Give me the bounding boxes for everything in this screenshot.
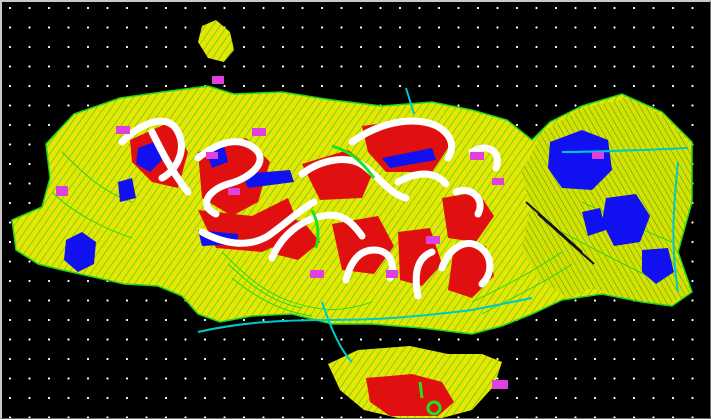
water-pond-2 <box>136 142 162 172</box>
tag[interactable] <box>386 270 398 278</box>
water-lake-east-3 <box>582 208 606 236</box>
tag[interactable] <box>56 186 68 196</box>
water-lake-east-4 <box>642 248 674 284</box>
water-channel-1 <box>242 170 294 188</box>
road-connector <box>321 301 353 363</box>
water-lake-east-2 <box>602 194 650 246</box>
tag[interactable] <box>310 270 324 278</box>
water-channel-3 <box>382 148 436 168</box>
plot-boundaries <box>118 117 501 300</box>
tag[interactable] <box>206 152 218 159</box>
road-east-vertical <box>672 161 679 293</box>
tag[interactable] <box>116 126 130 134</box>
cut-zone-7 <box>332 216 394 274</box>
water-pond-4 <box>118 178 136 202</box>
cut-zone-south <box>366 374 454 416</box>
tag[interactable] <box>426 236 440 244</box>
drainage-lines <box>525 201 595 265</box>
green-accents <box>310 144 442 416</box>
water-lake-east <box>548 130 612 190</box>
tag[interactable] <box>470 152 484 160</box>
water-pond-west <box>64 232 96 272</box>
road-east <box>561 147 689 153</box>
tag[interactable] <box>212 76 224 84</box>
terrain-north-island <box>198 20 234 62</box>
tag[interactable] <box>592 152 604 159</box>
annotation-tags <box>56 76 604 389</box>
road-north <box>405 87 415 115</box>
tag[interactable] <box>492 380 508 389</box>
tag[interactable] <box>492 178 504 185</box>
tag[interactable] <box>228 188 240 195</box>
site-outline <box>11 85 693 335</box>
roads <box>197 87 689 363</box>
tag[interactable] <box>252 128 266 136</box>
road-south <box>197 297 533 333</box>
